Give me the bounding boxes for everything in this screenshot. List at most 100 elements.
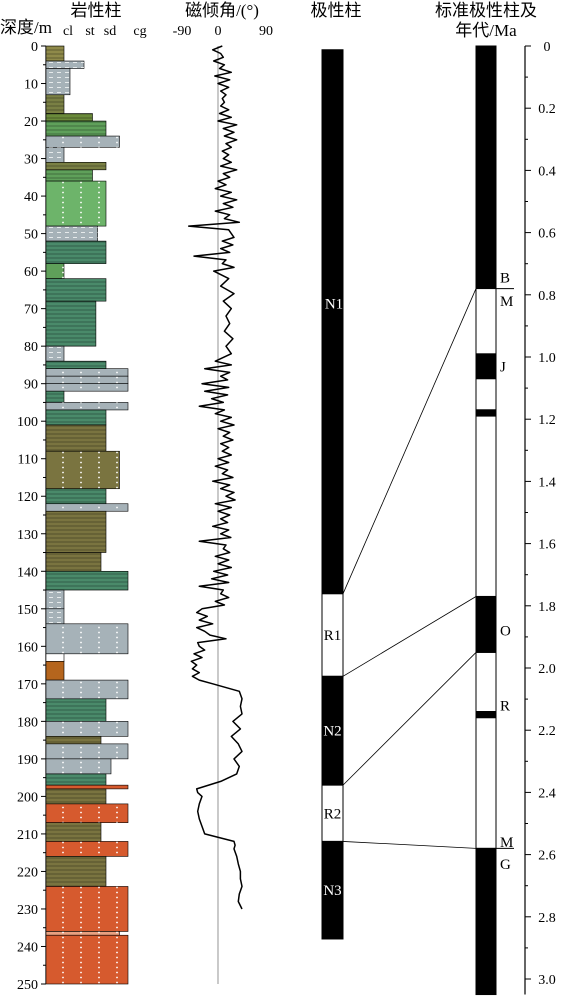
- depth-tick-label: 110: [18, 453, 38, 468]
- depth-tick-label: 220: [17, 865, 38, 880]
- lithology-texture: [46, 788, 106, 804]
- lithology-texture: [46, 931, 120, 936]
- inclination-series-line: [187, 45, 243, 910]
- lithology-texture: [46, 698, 106, 722]
- inclination-tick-90: 90: [259, 24, 273, 39]
- lithology-texture: [46, 608, 64, 624]
- lithology-texture: [46, 623, 128, 654]
- lithology-texture: [46, 278, 106, 302]
- depth-tick-label: 180: [17, 715, 38, 730]
- polarity-zone-label: N2: [323, 724, 341, 740]
- lithology-texture: [46, 503, 128, 512]
- lithology-texture: [46, 301, 96, 347]
- age-tick-label: 0: [544, 40, 551, 55]
- inclination-header: 磁倾角/(°): [185, 1, 259, 20]
- gpts-interval: [475, 415, 497, 597]
- lithology-texture: [46, 841, 128, 857]
- lithology-texture: [46, 391, 64, 403]
- lithology-texture: [46, 136, 120, 148]
- lithology-texture: [46, 241, 106, 264]
- lithology-texture: [46, 424, 106, 452]
- grain-label-cg: cg: [133, 24, 146, 39]
- age-tick-label: 3.0: [538, 973, 556, 988]
- lithology-texture: [46, 511, 106, 553]
- gpts-chron-label: J: [500, 359, 506, 375]
- gpts-interval: [475, 378, 497, 411]
- depth-tick-label: 250: [17, 978, 38, 993]
- polarity-zone: [321, 840, 344, 940]
- lithology-texture: [46, 721, 128, 737]
- lithology-texture: [46, 736, 101, 744]
- inclination-curve: [187, 45, 243, 984]
- polarity-zone-label: R2: [324, 806, 342, 822]
- lithology-texture: [46, 552, 101, 572]
- lithology-texture: [46, 451, 120, 489]
- lithology-texture: [46, 856, 106, 887]
- age-axis: 0 0.2 0.4 0.6 0.8 1.0 1.2 1.4 1.6 1.8 2.0 2.2 2.4 2.6…: [524, 40, 556, 995]
- gpts-interval: [475, 711, 497, 719]
- lithology-texture: [46, 680, 128, 699]
- polarity-header: 极性柱: [311, 1, 362, 20]
- depth-tick-label: 230: [17, 903, 38, 918]
- correlation-lines: [342, 288, 477, 849]
- gpts-header-line1: 标准极性柱及: [435, 1, 537, 20]
- grain-label-sd: sd: [104, 24, 116, 39]
- depth-axis-label: 深度/m: [0, 18, 52, 37]
- lithology-texture: [46, 94, 64, 114]
- gpts-interval: [475, 288, 497, 355]
- lithology-texture: [46, 147, 64, 163]
- grain-label-cl: cl: [63, 24, 73, 39]
- inclination-axis: -90 0 90: [173, 24, 273, 39]
- gpts-header-line2: 年代/Ma: [455, 21, 517, 40]
- lithology-texture: [46, 376, 128, 384]
- lithology-texture: [46, 181, 106, 227]
- age-tick-label: 2.0: [538, 662, 556, 677]
- lithology-texture: [46, 361, 106, 369]
- lithology-column: [45, 45, 129, 985]
- age-tick-label: 2.8: [538, 911, 556, 926]
- depth-tick-label: 210: [17, 828, 38, 843]
- lithology-texture: [46, 46, 64, 62]
- depth-tick-label: 170: [17, 678, 38, 693]
- depth-tick-label: 60: [24, 265, 38, 280]
- lithology-texture: [46, 169, 93, 182]
- polarity-column: N1 R1 N2 R2 N3: [321, 49, 344, 940]
- correlation-line: [342, 596, 477, 677]
- lithology-texture: [46, 61, 84, 69]
- lithology-texture: [46, 162, 106, 170]
- depth-tick-label: 80: [24, 340, 38, 355]
- lithology-texture: [46, 409, 106, 425]
- gpts-interval: [475, 595, 497, 653]
- lithology-texture: [46, 488, 106, 504]
- depth-tick-label: 100: [17, 415, 38, 430]
- depth-tick-label: 0: [31, 40, 38, 55]
- gpts-interval: [475, 353, 497, 380]
- depth-tick-label: 190: [17, 753, 38, 768]
- gpts-chron-label: R: [500, 698, 510, 714]
- gpts-interval: [475, 409, 497, 417]
- lithology-texture: [46, 368, 128, 377]
- gpts-chron-label: M: [500, 835, 513, 851]
- depth-tick-label: 30: [24, 153, 38, 168]
- lithology-texture: [46, 758, 111, 774]
- lithology-texture: [46, 590, 64, 609]
- depth-tick-label: 40: [24, 190, 38, 205]
- age-tick-label: 1.4: [538, 475, 556, 490]
- depth-tick-label: 20: [24, 115, 38, 130]
- depth-tick-label: 130: [17, 528, 38, 543]
- age-tick-label: 1.0: [538, 351, 556, 366]
- lithology-layer: [45, 661, 65, 681]
- correlation-line: [342, 288, 477, 594]
- age-tick-label: 2.6: [538, 849, 556, 864]
- inclination-tick-0: 0: [215, 24, 222, 39]
- gpts-interval: [475, 45, 497, 290]
- lithology-layer: [45, 653, 65, 662]
- lithology-texture: [46, 822, 101, 842]
- depth-tick-label: 120: [17, 490, 38, 505]
- depth-axis: 0 10 20 30 40 50 60 70 80 90 100 110 120 130 140 150 160…: [17, 40, 47, 993]
- age-tick-label: 1.8: [538, 600, 556, 615]
- depth-tick-label: 10: [24, 78, 38, 93]
- depth-tick-label: 200: [17, 790, 38, 805]
- lithology-texture: [46, 935, 128, 984]
- grain-label-st: st: [85, 24, 94, 39]
